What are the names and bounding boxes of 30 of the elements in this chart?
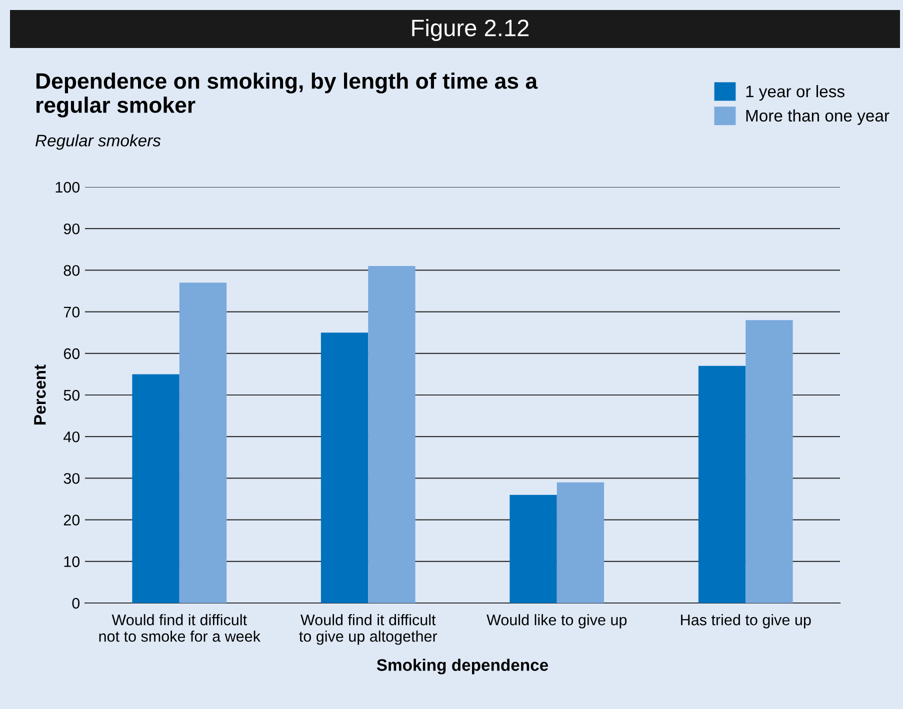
y-tick-label: 30 — [64, 473, 80, 484]
chart-title: Dependence on smoking, by length of time as a regular smoker — [36, 72, 538, 118]
y-tick-label: 70 — [64, 306, 80, 318]
y-tick-label: 50 — [64, 390, 80, 401]
bar — [320, 332, 368, 603]
y-axis-title: Percent — [34, 364, 46, 424]
legend-label: More than one year — [746, 109, 890, 125]
bar — [746, 320, 793, 603]
y-tick-label: 40 — [64, 431, 80, 442]
x-tick-label: Would find it difficult to give up altogether — [299, 614, 438, 645]
bar — [556, 482, 604, 603]
legend-label: 1 year or less — [746, 85, 844, 101]
bar — [368, 266, 416, 603]
y-tick-label: 80 — [64, 265, 80, 276]
bar — [698, 366, 746, 603]
bar — [179, 282, 227, 603]
caption: Figure 2.12 — [412, 18, 529, 42]
y-tick-label: 100 — [56, 182, 80, 193]
y-tick-label: 90 — [64, 223, 80, 234]
x-tick-label: Would like to give up — [486, 614, 627, 628]
y-tick-label: 20 — [64, 514, 80, 526]
y-tick-label: 0 — [72, 598, 80, 609]
chart-subtitle: Regular smokers — [36, 134, 161, 150]
x-tick-label: Would find it difficult not to smoke for a week — [99, 614, 260, 642]
bar — [510, 494, 557, 603]
y-tick-label: 10 — [64, 556, 80, 568]
bar — [132, 374, 180, 603]
x-axis-title: Smoking dependence — [376, 658, 548, 674]
y-tick-label: 60 — [64, 348, 80, 360]
x-tick-label: Has tried to give up — [681, 614, 811, 628]
